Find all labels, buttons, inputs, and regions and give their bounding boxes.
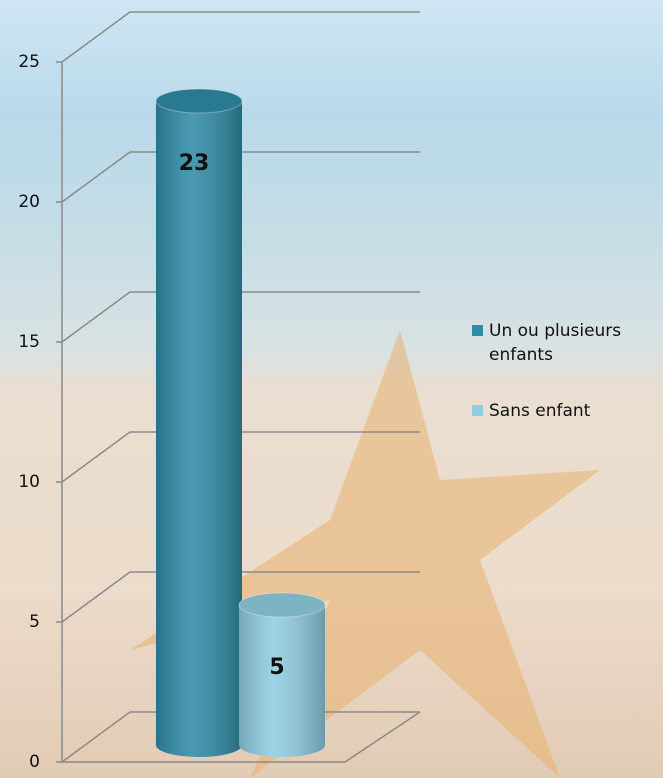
cylinder-shade bbox=[156, 101, 242, 757]
legend-label: Sans enfant bbox=[489, 401, 591, 421]
y-tick-label: 10 bbox=[18, 472, 40, 492]
y-tick-label: 15 bbox=[18, 332, 40, 352]
floor-edge bbox=[344, 711, 421, 763]
y-tick-label: 5 bbox=[29, 612, 40, 632]
y-tick-label: 0 bbox=[29, 752, 40, 772]
grid-line bbox=[61, 431, 420, 483]
y-tick-label: 25 bbox=[18, 52, 40, 72]
cylinder-shade bbox=[239, 605, 325, 757]
grid-line bbox=[61, 571, 420, 623]
grid-line bbox=[61, 151, 420, 203]
data-label: 23 bbox=[179, 151, 210, 176]
cylinder-top bbox=[238, 592, 326, 618]
starfish bbox=[130, 330, 600, 778]
grid-line bbox=[61, 291, 420, 343]
legend: Un ou plusieurs enfants Sans enfant bbox=[472, 319, 652, 423]
legend-entry: Sans enfant bbox=[472, 399, 652, 423]
cylinder-top-shade bbox=[239, 593, 325, 617]
grid-line bbox=[61, 11, 420, 63]
legend-entry: Un ou plusieurs enfants bbox=[472, 319, 652, 367]
y-tick-label: 20 bbox=[18, 192, 40, 212]
cylinder-top bbox=[155, 88, 243, 114]
legend-swatch bbox=[472, 325, 483, 336]
legend-swatch bbox=[472, 405, 483, 416]
cylinder-top-shade bbox=[156, 89, 242, 113]
legend-label: Un ou plusieurs enfants bbox=[489, 321, 622, 365]
data-label: 5 bbox=[269, 655, 284, 680]
